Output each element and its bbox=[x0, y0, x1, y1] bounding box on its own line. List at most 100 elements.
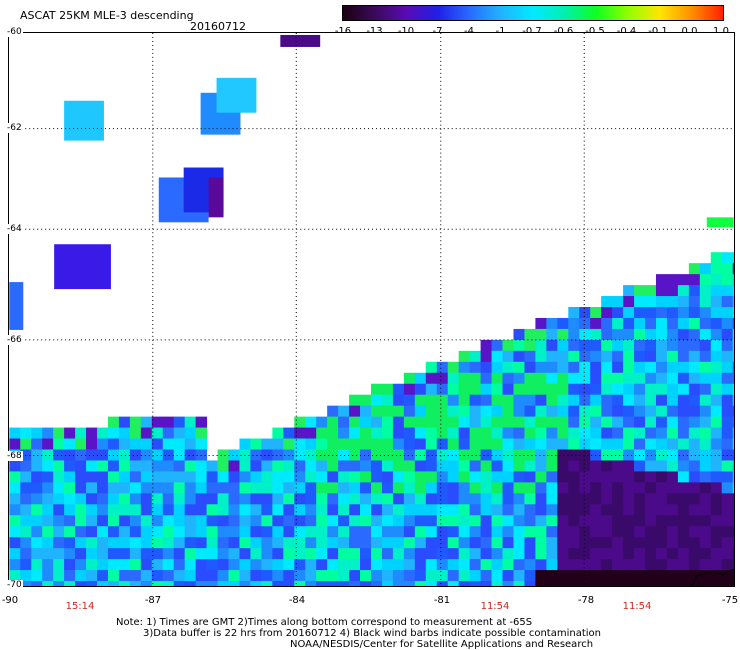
wind-cell bbox=[272, 570, 284, 582]
wind-cell bbox=[272, 449, 284, 461]
wind-cell bbox=[436, 383, 449, 396]
wind-cell bbox=[338, 427, 350, 440]
wind-cell bbox=[151, 493, 164, 505]
wind-cell bbox=[623, 416, 635, 429]
wind-cell bbox=[360, 570, 372, 582]
wind-cell bbox=[612, 372, 624, 385]
wind-cell bbox=[228, 526, 240, 538]
wind-cell bbox=[151, 548, 164, 560]
wind-cell bbox=[9, 493, 21, 505]
wind-cell bbox=[612, 361, 624, 374]
wind-cell bbox=[480, 493, 493, 505]
wind-cell bbox=[381, 504, 394, 516]
wind-cell bbox=[710, 307, 723, 319]
wind-cell bbox=[469, 405, 482, 418]
wind-cell bbox=[699, 515, 712, 527]
wind-cell bbox=[9, 504, 21, 516]
wind-cell bbox=[162, 537, 175, 549]
wind-cell bbox=[601, 350, 613, 363]
wind-cell bbox=[710, 438, 723, 450]
wind-cell bbox=[546, 471, 558, 483]
wind-cell bbox=[129, 559, 142, 571]
wind-cell bbox=[96, 493, 109, 505]
wind-cell bbox=[612, 449, 624, 461]
wind-cell bbox=[513, 548, 525, 560]
wind-cell bbox=[316, 548, 328, 560]
wind-cell bbox=[140, 493, 153, 505]
wind-cell bbox=[546, 537, 558, 549]
wind-cell bbox=[524, 515, 536, 527]
wind-cell bbox=[601, 449, 613, 461]
wind-cell bbox=[162, 471, 175, 483]
wind-cell bbox=[338, 471, 350, 483]
wind-cell bbox=[425, 537, 438, 549]
wind-cell bbox=[666, 460, 679, 472]
wind-cell bbox=[316, 515, 328, 527]
wind-cell bbox=[162, 427, 175, 440]
wind-cell bbox=[458, 471, 471, 483]
wind-cell bbox=[392, 482, 405, 494]
wind-cell bbox=[371, 471, 383, 483]
lon-label: -87 bbox=[144, 595, 162, 606]
wind-cell bbox=[491, 339, 504, 352]
wind-cell bbox=[699, 416, 712, 429]
wind-cell bbox=[634, 328, 646, 341]
wind-cell bbox=[272, 515, 284, 527]
wind-cell bbox=[162, 581, 175, 586]
wind-cell bbox=[721, 559, 734, 571]
wind-cell bbox=[721, 548, 734, 560]
wind-cell bbox=[710, 252, 723, 264]
wind-cell bbox=[710, 339, 723, 352]
wind-cell bbox=[425, 504, 438, 516]
wind-cell bbox=[568, 427, 580, 440]
wind-cell bbox=[195, 548, 208, 560]
wind-cell bbox=[414, 559, 427, 571]
wind-cell bbox=[612, 570, 624, 582]
wind-cell bbox=[381, 482, 394, 494]
wind-cell bbox=[568, 559, 580, 571]
wind-cell bbox=[491, 526, 504, 538]
wind-cell bbox=[349, 570, 361, 582]
wind-cell bbox=[502, 515, 514, 527]
wind-cell bbox=[546, 438, 558, 450]
wind-cell bbox=[699, 317, 712, 330]
wind-cell bbox=[206, 581, 219, 586]
wind-cell bbox=[524, 328, 536, 341]
wind-cell bbox=[666, 350, 679, 363]
wind-cell bbox=[75, 515, 87, 527]
wind-cell bbox=[601, 296, 613, 308]
wind-cell bbox=[677, 504, 690, 516]
wind-cell bbox=[316, 471, 328, 483]
wind-cell bbox=[688, 383, 701, 396]
wind-cell bbox=[688, 548, 701, 560]
wind-cell bbox=[732, 460, 734, 472]
wind-cell bbox=[64, 526, 76, 538]
wind-cell bbox=[634, 416, 646, 429]
wind-cell bbox=[151, 504, 164, 516]
wind-cell bbox=[118, 427, 131, 440]
wind-cell bbox=[699, 394, 712, 407]
wind-cell bbox=[261, 570, 273, 582]
wind-cell bbox=[316, 438, 328, 450]
wind-cell bbox=[480, 372, 493, 385]
wind-cell bbox=[590, 537, 602, 549]
wind-cell bbox=[502, 438, 514, 450]
wind-cell bbox=[162, 449, 175, 461]
wind-cell bbox=[436, 372, 449, 385]
wind-cell bbox=[381, 405, 394, 418]
wind-cell bbox=[535, 526, 547, 538]
wind-cell bbox=[688, 427, 701, 440]
wind-cell bbox=[645, 570, 657, 582]
wind-cell bbox=[294, 438, 306, 450]
wind-cell bbox=[458, 526, 471, 538]
wind-cell bbox=[53, 449, 65, 461]
wind-cell bbox=[425, 570, 438, 582]
wind-cell bbox=[568, 482, 580, 494]
wind-cell bbox=[75, 460, 87, 472]
wind-cell bbox=[206, 537, 219, 549]
wind-cell bbox=[31, 427, 43, 440]
wind-cell bbox=[425, 482, 438, 494]
wind-cell bbox=[371, 526, 383, 538]
wind-cell bbox=[546, 515, 558, 527]
wind-cell bbox=[699, 526, 712, 538]
